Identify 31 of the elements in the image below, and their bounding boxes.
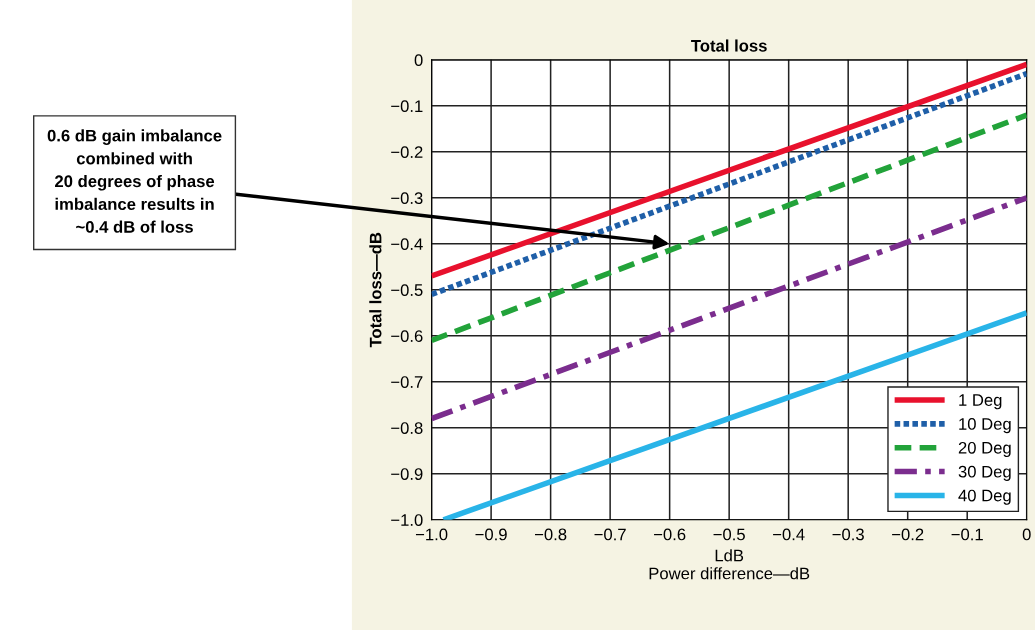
- y-tick-label: −0.1: [391, 100, 423, 113]
- x-tick-label: −0.8: [534, 528, 567, 541]
- y-tick-label: −0.6: [391, 330, 423, 342]
- x-tick-label: −0.7: [594, 528, 626, 541]
- y-axis-title: Total loss—dB: [369, 232, 382, 348]
- legend-label: 1 Deg: [959, 394, 1002, 410]
- x-tick-label: 0: [1022, 528, 1031, 541]
- legend-label: 30 Deg: [958, 465, 1011, 481]
- y-tick-label: −1.0: [391, 514, 423, 526]
- legend-label: 10 Deg: [959, 418, 1011, 434]
- x-tick-label: −0.6: [654, 528, 686, 541]
- x-tick-label: −0.2: [892, 528, 924, 541]
- x-tick-label: −0.1: [951, 528, 983, 541]
- x-tick-label: −0.4: [773, 528, 805, 541]
- y-tick-label: −0.3: [391, 192, 423, 205]
- legend-label: 20 Deg: [958, 441, 1011, 458]
- y-tick-label: −0.8: [391, 422, 423, 434]
- x-tick-label: −0.3: [832, 528, 864, 541]
- y-tick-label: −0.9: [391, 468, 423, 480]
- x-tick-label: −0.5: [713, 528, 745, 541]
- x-tick-label: −0.9: [475, 528, 507, 541]
- y-tick-label: −0.5: [391, 284, 423, 296]
- x-tick-label: −1.0: [415, 528, 448, 541]
- x-axis-title: LdB Power difference—dB: [649, 549, 810, 580]
- y-tick-label: −0.7: [391, 376, 423, 388]
- annotation: 0.6 dB gain imbalance combined with 20 degrees of phase imbalance results in ~0.4 dB of loss: [47, 129, 222, 233]
- legend-label: 40 Deg: [958, 489, 1011, 505]
- y-tick-label: −0.2: [391, 146, 423, 159]
- chart-title: Total loss: [691, 39, 767, 52]
- y-tick-label: 0: [414, 54, 423, 67]
- y-tick-label: −0.4: [391, 238, 423, 251]
